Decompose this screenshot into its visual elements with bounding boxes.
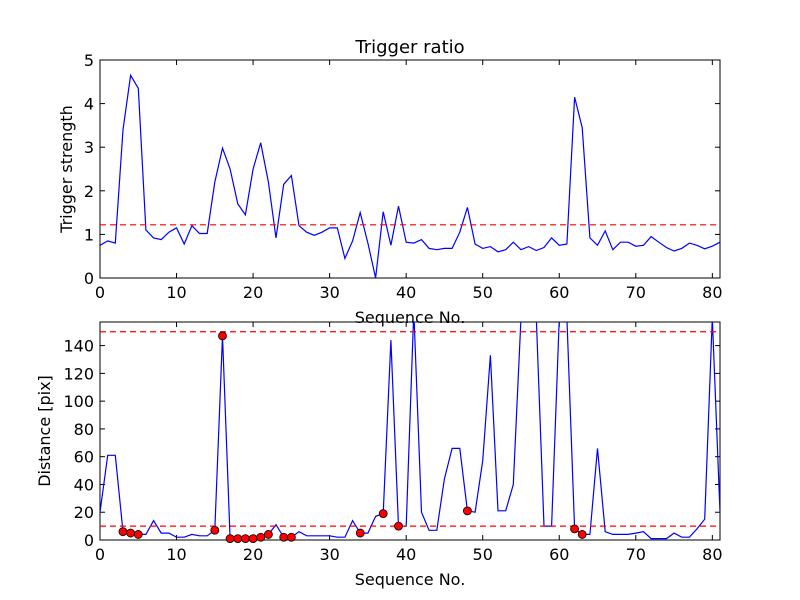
data-point-marker [225,534,235,544]
series-line [100,322,720,540]
y-tick-label: 2 [84,182,94,201]
plot-area-frame [99,321,721,541]
y-tick-label: 5 [84,51,94,70]
y-tick-label: 140 [63,337,94,356]
data-point-marker [355,528,365,538]
distance-plot: 0 10 20 30 40 50 60 70 80 0 20 40 60 80 100 120 140 Seq… [35,321,723,589]
x-tick-label: 60 [549,283,569,302]
data-point-marker [256,532,266,542]
data-point-marker [233,534,243,544]
x-axis-ticks: 0 10 20 30 40 50 60 70 80 [95,322,723,564]
plot-area-frame [99,59,721,279]
x-tick-label: 50 [473,545,493,564]
y-tick-label: 60 [74,448,94,467]
chart-title: Trigger ratio [354,37,464,58]
y-axis-label: Distance [pix] [35,375,54,487]
x-tick-label: 80 [702,283,722,302]
data-point-marker [570,524,579,534]
y-tick-label: 120 [63,364,94,383]
data-point-marker [394,521,403,531]
data-point-marker [133,530,143,539]
x-tick-label: 70 [626,545,646,564]
x-tick-label: 10 [166,283,186,302]
y-tick-label: 1 [84,225,94,244]
x-tick-label: 60 [549,545,569,564]
data-point-marker [263,530,273,539]
data-point-marker [378,509,388,519]
x-tick-label: 20 [243,283,263,302]
y-tick-label: 3 [84,138,94,157]
y-tick-label: 4 [84,95,94,114]
x-tick-label: 80 [702,545,722,564]
y-tick-label: 0 [84,269,94,288]
clipped-series-group [100,73,720,278]
data-point-marker [241,534,250,544]
series-lines [100,73,720,278]
x-axis-label: Sequence No. [355,308,466,327]
clipped-series-group [100,322,720,540]
series-lines [100,322,720,544]
y-axis-ticks: 0 20 40 60 80 100 120 140 [63,337,720,550]
trigger-ratio-plot: Trigger ratio 0 10 20 30 40 50 60 70 80 0 1 2 3 4 5 S… [57,37,723,327]
y-tick-label: 20 [74,503,94,522]
data-point-marker [279,532,289,542]
data-point-marker [286,532,296,542]
y-tick-label: 0 [84,531,94,550]
data-point-marker [463,506,472,516]
x-tick-label: 30 [319,283,339,302]
x-tick-label: 10 [166,545,186,564]
data-point-marker [218,331,227,341]
data-point-marker [248,534,258,544]
y-axis-ticks: 0 1 2 3 4 5 [84,51,720,288]
x-tick-label: 0 [95,283,105,302]
y-tick-label: 80 [74,420,94,439]
y-tick-label: 40 [74,475,94,494]
x-tick-label: 70 [626,283,646,302]
data-point-marker [210,525,220,535]
y-tick-label: 100 [63,392,94,411]
data-point-marker [126,528,136,538]
x-tick-label: 0 [95,545,105,564]
data-point-marker [577,530,587,539]
x-tick-label: 30 [319,545,339,564]
series-line [100,73,720,278]
x-tick-label: 40 [396,545,416,564]
x-tick-label: 40 [396,283,416,302]
x-tick-label: 20 [243,545,263,564]
x-axis-label: Sequence No. [355,570,466,589]
x-tick-label: 50 [473,283,493,302]
y-axis-label: Trigger strength [57,105,76,234]
data-point-marker [118,527,128,537]
x-axis-ticks: 0 10 20 30 40 50 60 70 80 [95,60,723,302]
